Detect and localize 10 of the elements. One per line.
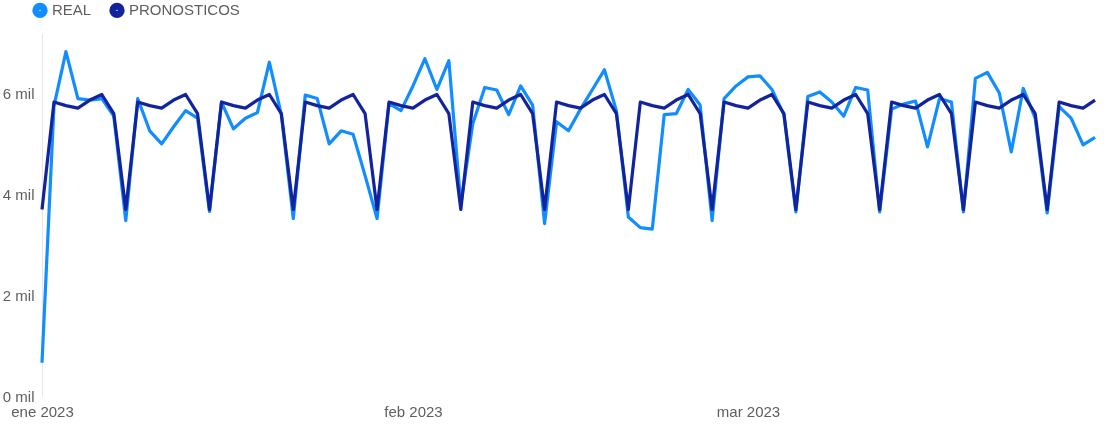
y-tick-label: 0 mil [2, 387, 35, 405]
x-tick-label: feb 2023 [384, 402, 443, 420]
line-series [40, 92, 1097, 212]
legend-label: REAL [52, 1, 92, 19]
y-tick-label: 2 mil [2, 286, 35, 304]
legend-label: PRONOSTICOS [129, 1, 240, 19]
x-tick-label: mar 2023 [716, 402, 781, 420]
y-tick-label: 4 mil [2, 185, 35, 203]
y-tick-label: 6 mil [2, 85, 35, 102]
x-tick-label: ene 2023 [11, 402, 74, 420]
